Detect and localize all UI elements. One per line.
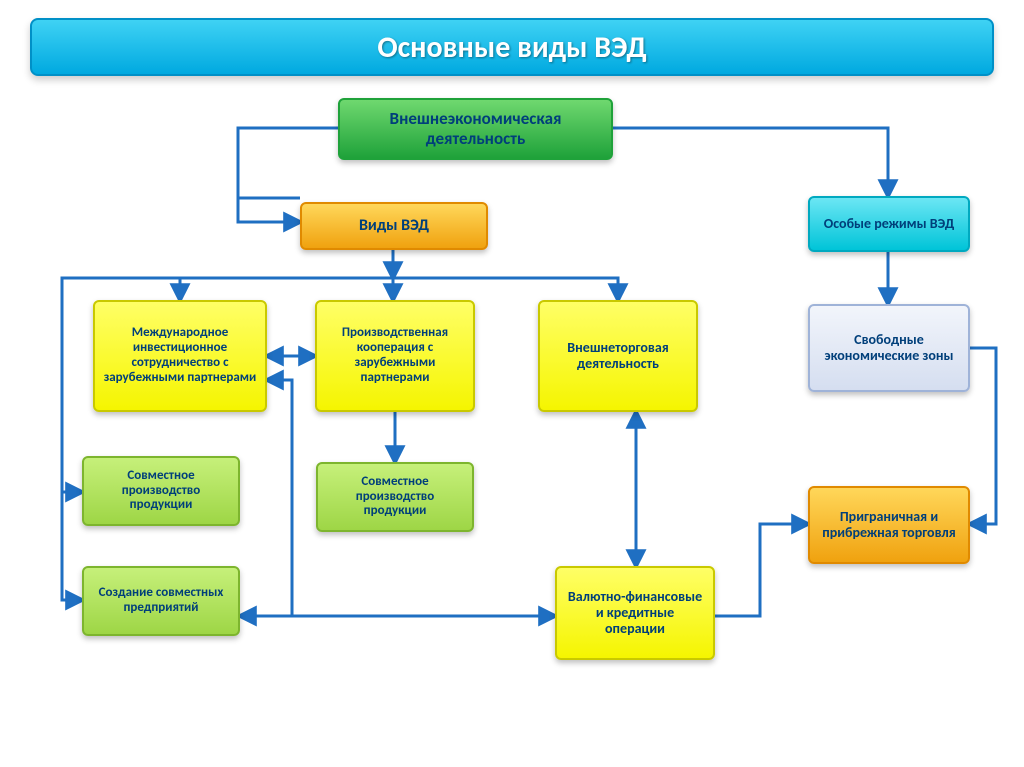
node-label: Производственная кооперация с зарубежным… bbox=[325, 326, 465, 386]
node-border-trade: Приграничная и прибрежная торговля bbox=[808, 486, 970, 564]
node-special-modes: Особые режимы ВЭД bbox=[808, 196, 970, 252]
node-label: Создание совместных предприятий bbox=[92, 586, 230, 616]
node-joint-ventures: Создание совместных предприятий bbox=[82, 566, 240, 636]
node-label: Международное инвестиционное сотрудничес… bbox=[103, 326, 257, 386]
node-joint-production-2: Совместное производство продукции bbox=[316, 462, 474, 532]
node-intl-investment: Международное инвестиционное сотрудничес… bbox=[93, 300, 267, 412]
node-production-cooperation: Производственная кооперация с зарубежным… bbox=[315, 300, 475, 412]
node-label: Виды ВЭД bbox=[359, 217, 429, 235]
node-label: Внешнеторговая деятельность bbox=[548, 340, 688, 372]
title-banner: Основные виды ВЭД bbox=[30, 18, 994, 76]
node-currency-finance: Валютно-финансовые и кредитные операции bbox=[555, 566, 715, 660]
node-types: Виды ВЭД bbox=[300, 202, 488, 250]
node-free-economic-zones: Свободные экономические зоны bbox=[808, 304, 970, 392]
title-text: Основные виды ВЭД bbox=[377, 29, 646, 66]
node-label: Внешнеэкономическая деятельность bbox=[348, 109, 603, 148]
node-label: Валютно-финансовые и кредитные операции bbox=[565, 589, 705, 637]
node-root: Внешнеэкономическая деятельность bbox=[338, 98, 613, 160]
node-label: Особые режимы ВЭД bbox=[824, 216, 955, 232]
node-joint-production-1: Совместное производство продукции bbox=[82, 456, 240, 526]
node-label: Совместное производство продукции bbox=[326, 475, 464, 520]
node-foreign-trade: Внешнеторговая деятельность bbox=[538, 300, 698, 412]
node-label: Свободные экономические зоны bbox=[818, 332, 960, 364]
node-label: Совместное производство продукции bbox=[92, 469, 230, 514]
node-label: Приграничная и прибрежная торговля bbox=[818, 509, 960, 541]
